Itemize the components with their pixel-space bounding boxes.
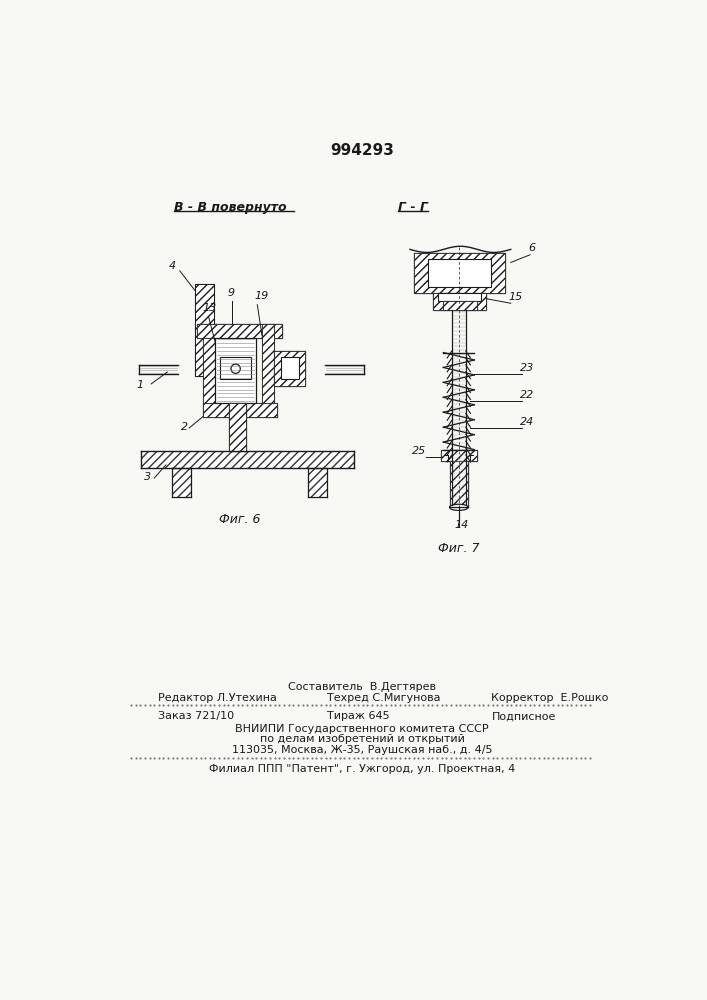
Bar: [414, 253, 506, 293]
Ellipse shape: [450, 504, 468, 510]
Bar: [433, 293, 486, 310]
Bar: [203, 403, 276, 417]
Bar: [203, 338, 216, 403]
Bar: [441, 450, 477, 461]
Text: Корректор  Е.Рошко: Корректор Е.Рошко: [491, 693, 609, 703]
Bar: [443, 301, 477, 310]
Text: Составитель  В.Дегтярев: Составитель В.Дегтярев: [288, 682, 436, 692]
Bar: [197, 324, 282, 338]
Text: Подписное: Подписное: [491, 711, 556, 721]
Bar: [172, 468, 191, 497]
Bar: [203, 338, 216, 403]
Bar: [228, 403, 246, 451]
Bar: [197, 324, 282, 338]
Bar: [228, 403, 246, 451]
Bar: [281, 357, 299, 379]
Bar: [195, 284, 214, 376]
Text: Тираж 645: Тираж 645: [327, 711, 390, 721]
Text: 24: 24: [520, 417, 534, 427]
Text: 13: 13: [202, 303, 216, 313]
Bar: [195, 284, 214, 376]
Bar: [308, 468, 327, 497]
Bar: [262, 324, 274, 403]
Text: 4: 4: [169, 261, 176, 271]
Text: В - В повернуто: В - В повернуто: [174, 201, 286, 214]
Text: 113035, Москва, Ж-35, Раушская наб., д. 4/5: 113035, Москва, Ж-35, Раушская наб., д. …: [232, 745, 492, 755]
Text: 19: 19: [255, 291, 269, 301]
Text: Г - Г: Г - Г: [398, 201, 428, 214]
Text: Фиг. 7: Фиг. 7: [438, 542, 479, 555]
Bar: [450, 461, 468, 507]
Bar: [203, 403, 276, 417]
Text: Редактор Л.Утехина: Редактор Л.Утехина: [158, 693, 277, 703]
Bar: [274, 351, 305, 386]
Text: 23: 23: [520, 363, 534, 373]
Text: по делам изобретений и открытий: по делам изобретений и открытий: [259, 734, 464, 744]
Bar: [216, 338, 256, 403]
Bar: [262, 324, 274, 403]
Bar: [274, 351, 305, 386]
Text: Техред С.Мигунова: Техред С.Мигунова: [327, 693, 440, 703]
Text: 15: 15: [508, 292, 522, 302]
Text: Филиал ППП "Патент", г. Ужгород, ул. Проектная, 4: Филиал ППП "Патент", г. Ужгород, ул. Про…: [209, 764, 515, 774]
Text: Заказ 721/10: Заказ 721/10: [158, 711, 234, 721]
Bar: [428, 259, 491, 287]
Text: 9: 9: [228, 288, 235, 298]
Text: 14: 14: [454, 520, 469, 530]
Bar: [414, 253, 506, 293]
Bar: [141, 451, 354, 468]
Text: 25: 25: [412, 446, 426, 456]
Bar: [220, 357, 251, 379]
Circle shape: [231, 364, 240, 373]
Bar: [438, 293, 481, 301]
Text: 22: 22: [520, 390, 534, 400]
Bar: [443, 301, 477, 310]
Text: 3: 3: [144, 472, 151, 482]
Text: Фиг. 6: Фиг. 6: [218, 513, 260, 526]
Bar: [433, 293, 486, 310]
Text: 6: 6: [529, 243, 536, 253]
Text: 2: 2: [182, 422, 189, 432]
Bar: [441, 450, 477, 461]
Text: ВНИИПИ Государственного комитета СССР: ВНИИПИ Государственного комитета СССР: [235, 724, 489, 734]
Text: 1: 1: [136, 380, 144, 390]
Bar: [450, 461, 468, 507]
Text: 994293: 994293: [330, 143, 394, 158]
